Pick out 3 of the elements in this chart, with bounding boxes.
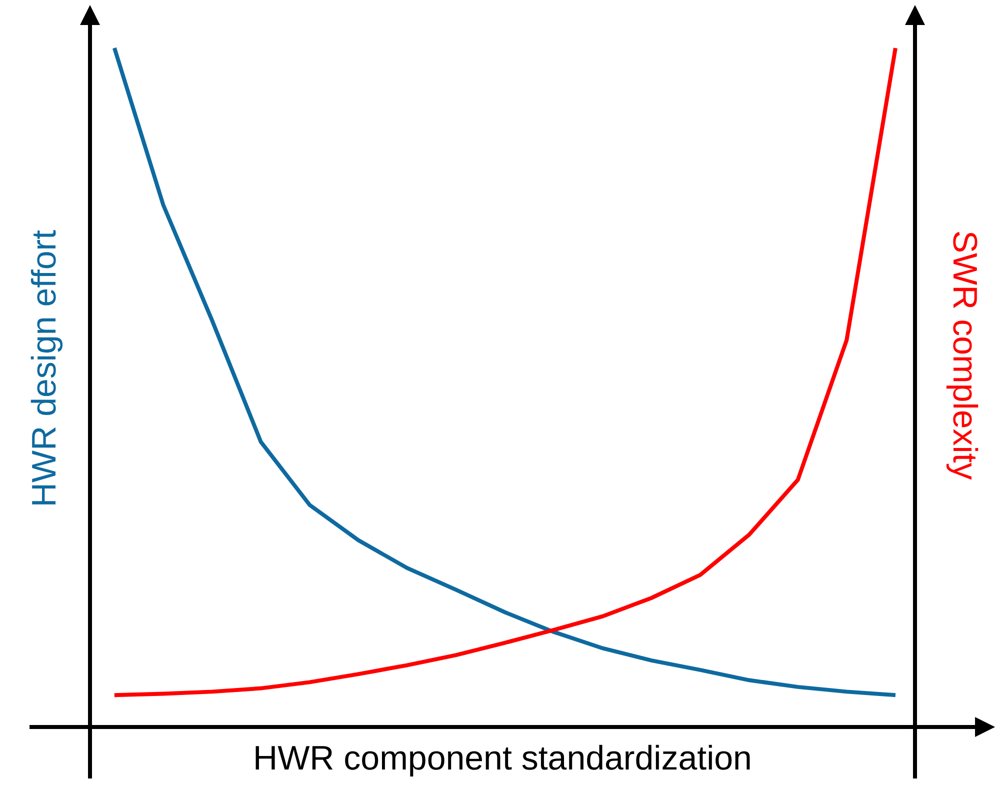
y-axis-title: HWR design effort — [26, 229, 64, 508]
x-axis-title: HWR component standardization — [253, 739, 752, 778]
y2-axis-title: SWR complexity — [945, 230, 984, 480]
